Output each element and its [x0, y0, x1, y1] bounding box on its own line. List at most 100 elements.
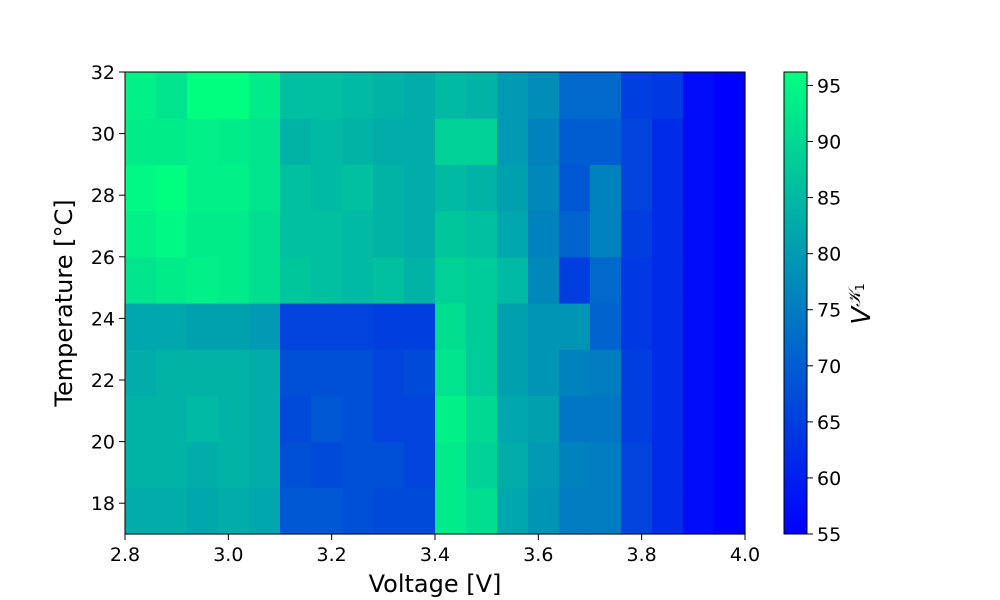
y-tick-label: 28: [91, 185, 115, 207]
svg-text:V𝒦1: V𝒦1: [845, 283, 877, 324]
heatmap-cell: [683, 256, 715, 304]
heatmap-cell: [528, 441, 560, 489]
heatmap-cell: [280, 441, 312, 489]
heatmap-cell: [404, 210, 436, 258]
heatmap-cell: [652, 256, 684, 304]
heatmap-cell: [435, 303, 467, 350]
heatmap-cell: [683, 118, 715, 165]
heatmap-cell: [528, 72, 560, 119]
heatmap-cell: [714, 395, 746, 443]
heatmap-cell: [125, 256, 157, 304]
heatmap-cell: [156, 164, 188, 212]
colorbar-tick-label: 70: [817, 356, 841, 378]
heatmap-cell: [528, 118, 560, 165]
heatmap-cell: [559, 118, 591, 165]
heatmap-cell: [125, 395, 157, 443]
heatmap-cell: [652, 349, 684, 396]
heatmap-cell: [249, 164, 281, 212]
heatmap-cell: [187, 487, 219, 535]
heatmap-cell: [311, 256, 343, 304]
heatmap-cell: [218, 349, 250, 396]
heatmap-cell: [249, 349, 281, 396]
heatmap-cell: [187, 118, 219, 165]
heatmap-cell: [218, 164, 250, 212]
heatmap-cell: [218, 487, 250, 535]
heatmap-cell: [125, 487, 157, 535]
heatmap-cell: [342, 256, 374, 304]
heatmap-cell: [280, 349, 312, 396]
heatmap-cell: [125, 72, 157, 119]
heatmap-cell: [497, 164, 529, 212]
heatmap-cell: [714, 72, 746, 119]
heatmap-cell: [373, 72, 405, 119]
heatmap-cell: [125, 349, 157, 396]
heatmap-cell: [590, 72, 622, 119]
y-tick-label: 22: [91, 370, 115, 392]
heatmap-cells: [125, 72, 746, 535]
heatmap-cell: [683, 487, 715, 535]
y-tick-label: 26: [91, 247, 115, 269]
heatmap-cell: [466, 303, 498, 350]
colorbar-tick-label: 90: [817, 132, 841, 154]
heatmap-cell: [373, 118, 405, 165]
x-axis-ticks: 2.8 3.0 3.2 3.4 3.6 3.8 4.0: [110, 534, 760, 566]
heatmap-cell: [652, 303, 684, 350]
heatmap-cell: [559, 487, 591, 535]
x-tick-label: 3.8: [627, 544, 657, 566]
heatmap-cell: [404, 303, 436, 350]
heatmap-cell: [590, 118, 622, 165]
heatmap-cell: [652, 210, 684, 258]
heatmap-cell: [621, 303, 653, 350]
y-tick-label: 18: [91, 493, 115, 515]
heatmap-cell: [280, 487, 312, 535]
heatmap-cell: [156, 72, 188, 119]
heatmap-cell: [466, 349, 498, 396]
heatmap-cell: [373, 487, 405, 535]
heatmap-cell: [280, 210, 312, 258]
heatmap-cell: [590, 210, 622, 258]
heatmap-cell: [218, 72, 250, 119]
heatmap-cell: [652, 118, 684, 165]
heatmap-cell: [714, 303, 746, 350]
heatmap-cell: [683, 72, 715, 119]
heatmap-cell: [590, 256, 622, 304]
heatmap-cell: [311, 164, 343, 212]
heatmap-cell: [342, 210, 374, 258]
heatmap-cell: [187, 210, 219, 258]
heatmap-cell: [652, 72, 684, 119]
heatmap-cell: [497, 118, 529, 165]
heatmap-cell: [342, 164, 374, 212]
heatmap-cell: [311, 441, 343, 489]
heatmap-cell: [559, 349, 591, 396]
heatmap-cell: [404, 256, 436, 304]
heatmap-cell: [590, 349, 622, 396]
heatmap-cell: [621, 164, 653, 212]
heatmap-cell: [714, 349, 746, 396]
heatmap-cell: [404, 349, 436, 396]
heatmap-cell: [621, 210, 653, 258]
x-tick-label: 3.2: [317, 544, 347, 566]
colorbar: [783, 71, 808, 535]
y-tick-label: 24: [91, 308, 115, 330]
heatmap-cell: [621, 349, 653, 396]
heatmap-cell: [280, 256, 312, 304]
heatmap-cell: [342, 349, 374, 396]
heatmap-cell: [497, 303, 529, 350]
heatmap-cell: [559, 256, 591, 304]
colorbar-tick-label: 60: [817, 468, 841, 490]
heatmap-cell: [404, 487, 436, 535]
heatmap-cell: [218, 118, 250, 165]
heatmap-cell: [218, 256, 250, 304]
heatmap-cell: [590, 395, 622, 443]
heatmap-cell: [714, 118, 746, 165]
heatmap-cell: [373, 210, 405, 258]
colorbar-tick-label: 75: [817, 300, 841, 322]
heatmap-cell: [373, 303, 405, 350]
y-axis-label: Temperature [°C]: [50, 199, 78, 407]
y-tick-label: 30: [91, 124, 115, 146]
heatmap-cell: [528, 349, 560, 396]
y-axis-ticks: 18 20 22 24 26 28 30 32: [91, 62, 125, 515]
y-tick-label: 32: [91, 62, 115, 84]
heatmap-cell: [528, 256, 560, 304]
